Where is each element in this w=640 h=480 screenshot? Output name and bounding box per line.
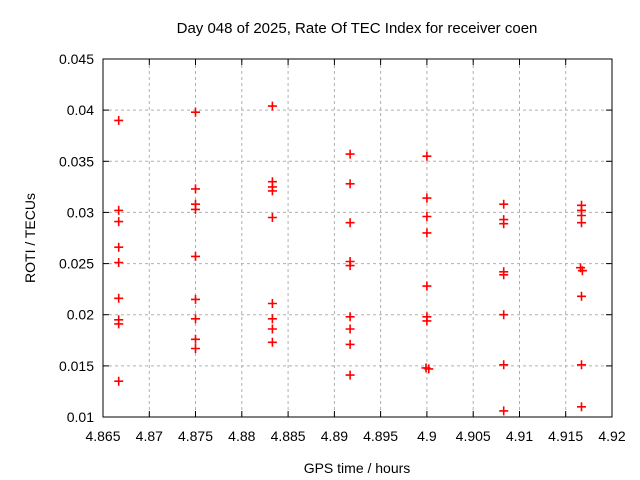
data-point xyxy=(422,228,432,238)
y-tick-label: 0.04 xyxy=(67,102,94,118)
data-point xyxy=(267,324,277,334)
data-point xyxy=(267,337,277,347)
x-tick-label: 4.905 xyxy=(456,428,491,444)
data-point xyxy=(345,370,355,380)
data-point xyxy=(422,212,432,221)
x-tick-label: 4.89 xyxy=(321,428,348,444)
x-tick-label: 4.87 xyxy=(136,428,163,444)
data-point xyxy=(267,101,277,111)
plot-border xyxy=(102,58,613,418)
data-point xyxy=(345,312,355,322)
data-point xyxy=(114,376,124,386)
data-point xyxy=(499,310,509,320)
x-tick-label: 4.915 xyxy=(548,428,583,444)
data-point xyxy=(577,291,586,301)
data-point xyxy=(499,219,509,229)
y-axis-label: ROTI / TECUs xyxy=(22,193,38,283)
data-point xyxy=(499,270,509,280)
y-tick-label: 0.015 xyxy=(59,358,94,374)
x-axis-label: GPS time / hours xyxy=(304,460,411,476)
data-point xyxy=(114,242,124,252)
data-point xyxy=(267,213,277,222)
data-point xyxy=(191,251,200,261)
data-point xyxy=(267,299,277,308)
data-point xyxy=(191,107,200,117)
data-point xyxy=(422,281,432,291)
point-layer xyxy=(114,101,587,416)
data-point xyxy=(424,364,434,374)
data-point xyxy=(191,344,200,353)
x-tick-label: 4.9 xyxy=(417,428,437,444)
x-tick-label: 4.92 xyxy=(598,428,625,444)
y-tick-label: 0.02 xyxy=(67,307,94,323)
data-point xyxy=(422,316,432,326)
data-point xyxy=(422,151,432,161)
y-tick-label: 0.045 xyxy=(59,51,94,67)
x-tick-label: 4.885 xyxy=(271,428,306,444)
data-point xyxy=(345,339,355,349)
y-tick-label: 0.025 xyxy=(59,256,94,272)
tick-layer: 4.865 4.87 4.875 4.88 4.885 4.89 4.895 4.9 4.905… xyxy=(59,51,626,444)
data-point xyxy=(345,149,355,159)
data-point xyxy=(191,294,200,304)
data-point xyxy=(577,360,586,370)
grid-layer xyxy=(103,59,612,417)
x-tick-label: 4.895 xyxy=(363,428,398,444)
x-tick-label: 4.865 xyxy=(85,428,120,444)
data-point xyxy=(499,360,509,370)
data-point xyxy=(345,179,355,189)
data-point xyxy=(191,204,200,214)
data-point xyxy=(577,218,586,228)
data-point xyxy=(345,324,355,334)
data-point xyxy=(267,314,277,324)
data-point xyxy=(114,293,124,303)
data-point xyxy=(267,186,277,196)
data-point xyxy=(422,193,432,203)
x-tick-label: 4.88 xyxy=(228,428,255,444)
y-tick-label: 0.01 xyxy=(67,409,94,425)
data-point xyxy=(114,115,124,125)
data-point xyxy=(577,402,586,412)
data-point xyxy=(499,199,509,209)
data-point xyxy=(114,258,124,267)
border-layer xyxy=(102,58,613,418)
data-point xyxy=(499,406,509,416)
data-point xyxy=(345,261,355,271)
data-point xyxy=(114,205,124,215)
y-tick-label: 0.03 xyxy=(67,204,94,220)
x-tick-label: 4.91 xyxy=(506,428,533,444)
data-point xyxy=(191,334,200,344)
data-point xyxy=(191,314,200,324)
data-point xyxy=(191,184,200,194)
data-point xyxy=(577,266,587,276)
data-point xyxy=(345,218,355,228)
chart-title: Day 048 of 2025, Rate Of TEC Index for r… xyxy=(177,20,538,37)
y-tick-label: 0.035 xyxy=(59,153,94,169)
data-point xyxy=(114,217,124,227)
data-point xyxy=(114,319,124,329)
x-tick-label: 4.875 xyxy=(178,428,213,444)
